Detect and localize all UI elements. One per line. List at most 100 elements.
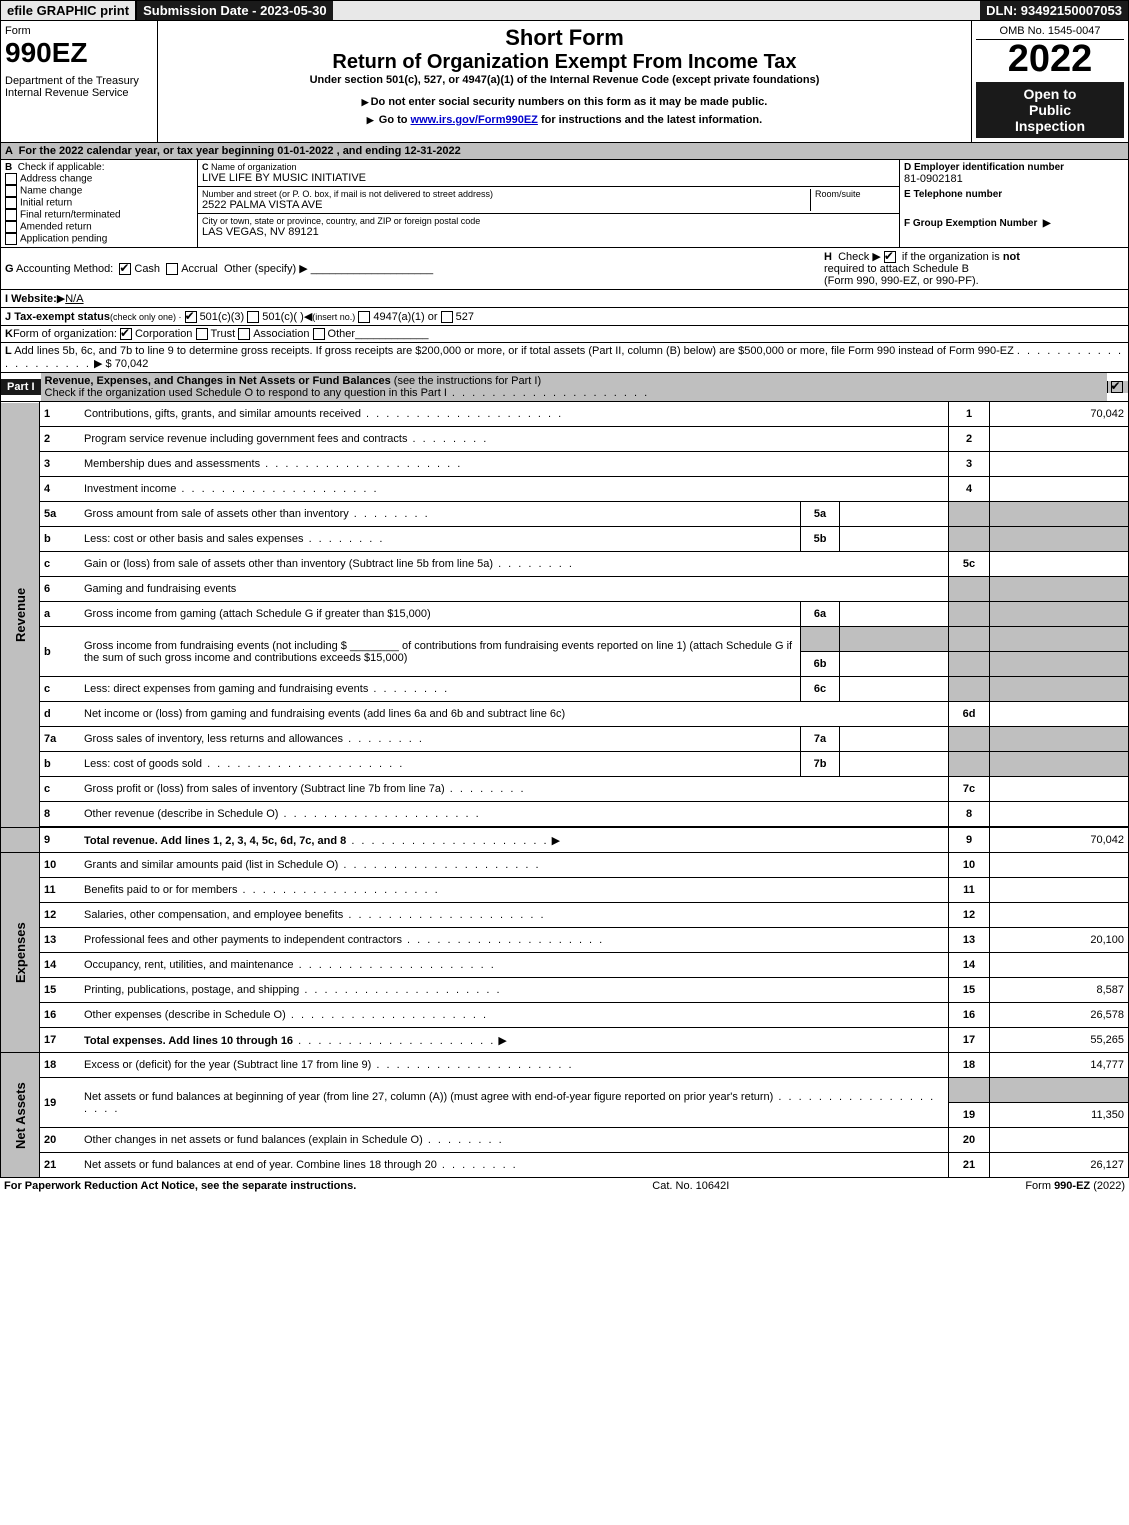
B-label: Check if applicable: [18, 162, 105, 173]
c-addr-label: Number and street (or P. O. box, if mail… [202, 189, 806, 199]
part-I-header: Part I Revenue, Expenses, and Changes in… [0, 373, 1129, 402]
line-15-amount: 8,587 [990, 978, 1129, 1003]
checkbox-initial-return[interactable] [5, 197, 17, 209]
opt-amended-return: Amended return [20, 222, 92, 233]
line-4-amount [990, 477, 1129, 502]
line-20-amount [990, 1128, 1129, 1153]
line-6d: dNet income or (loss) from gaming and fu… [1, 702, 1129, 727]
form-code: 990EZ [5, 37, 153, 69]
opt-527: 527 [456, 311, 474, 323]
c-name-label: Name of organization [211, 162, 297, 172]
return-title: Return of Organization Exempt From Incom… [166, 51, 963, 74]
checkbox-corporation[interactable] [120, 328, 132, 340]
short-form-title: Short Form [166, 25, 963, 51]
line-13-amount: 20,100 [990, 928, 1129, 953]
line-21-amount: 26,127 [990, 1153, 1129, 1178]
section-A-text: For the 2022 calendar year, or tax year … [19, 145, 461, 157]
part-I-title: Revenue, Expenses, and Changes in Net As… [45, 375, 391, 387]
line-17: 17Total expenses. Add lines 10 through 1… [1, 1028, 1129, 1053]
checkbox-501c[interactable] [247, 311, 259, 323]
checkbox-final-return[interactable] [5, 209, 17, 221]
checkbox-schedule-o[interactable] [1111, 381, 1123, 393]
checkbox-cash[interactable] [119, 263, 131, 275]
row-K: K Form of organization: Corporation Trus… [0, 326, 1129, 343]
opt-cash: Cash [134, 263, 160, 275]
opt-final-return: Final return/terminated [20, 210, 121, 221]
opt-other-org: Other [328, 328, 356, 340]
irs-link[interactable]: www.irs.gov/Form990EZ [411, 114, 538, 126]
row-L: L Add lines 5b, 6c, and 7b to line 9 to … [0, 343, 1129, 373]
part-I-note: (see the instructions for Part I) [394, 375, 541, 387]
checkbox-4947[interactable] [358, 311, 370, 323]
c-city-row: City or town, state or province, country… [198, 214, 899, 240]
line-2-amount [990, 427, 1129, 452]
efile-label: efile GRAPHIC print [1, 1, 135, 20]
line-12: 12Salaries, other compensation, and empl… [1, 903, 1129, 928]
line-3: 3Membership dues and assessments 3 [1, 452, 1129, 477]
opt-trust: Trust [211, 328, 236, 340]
opt-501c3: 501(c)(3) [200, 311, 245, 323]
line-3-amount [990, 452, 1129, 477]
line-3-desc: Membership dues and assessments [84, 458, 260, 470]
line-4-desc: Investment income [84, 483, 176, 495]
H-text4: required to attach Schedule B [824, 263, 969, 275]
line-17-desc: Total expenses. Add lines 10 through 16 [84, 1035, 293, 1047]
opt-other-specify: Other (specify) [224, 263, 296, 275]
line-7a: 7aGross sales of inventory, less returns… [1, 727, 1129, 752]
line-8: 8Other revenue (describe in Schedule O) … [1, 802, 1129, 828]
line-6-desc: Gaming and fundraising events [84, 583, 236, 595]
top-bar: efile GRAPHIC print Submission Date - 20… [0, 0, 1129, 21]
c-city-label: City or town, state or province, country… [202, 216, 480, 226]
line-20: 20Other changes in net assets or fund ba… [1, 1128, 1129, 1153]
checkbox-name-change[interactable] [5, 185, 17, 197]
line-16: 16Other expenses (describe in Schedule O… [1, 1003, 1129, 1028]
top-spacer [333, 1, 981, 20]
insert-no: (insert no.) [312, 312, 355, 322]
checkbox-application-pending[interactable] [5, 233, 17, 245]
line-17-amount: 55,265 [990, 1028, 1129, 1053]
checkbox-527[interactable] [441, 311, 453, 323]
line-6d-amount [990, 702, 1129, 727]
checkbox-schedule-b[interactable] [884, 251, 896, 263]
org-info-row: B Check if applicable: Address change Na… [0, 160, 1129, 248]
line-1-desc: Contributions, gifts, grants, and simila… [84, 408, 361, 420]
line-15: 15Printing, publications, postage, and s… [1, 978, 1129, 1003]
line-10-amount [990, 853, 1129, 878]
section-A: A For the 2022 calendar year, or tax yea… [0, 143, 1129, 160]
part-I-checkbox-cell [1107, 381, 1128, 393]
opt-association: Association [253, 328, 309, 340]
open-line1: Open to [980, 86, 1120, 102]
line-9-desc: Total revenue. Add lines 1, 2, 3, 4, 5c,… [84, 835, 346, 847]
tel-label: Telephone number [913, 189, 1002, 200]
footer-left: For Paperwork Reduction Act Notice, see … [4, 1180, 356, 1192]
checkbox-501c3[interactable] [185, 311, 197, 323]
side-netassets: Net Assets [1, 1053, 40, 1178]
opt-corporation: Corporation [135, 328, 192, 340]
ssn-warning: Do not enter social security numbers on … [166, 96, 963, 108]
H-not: not [1003, 251, 1020, 263]
checkbox-amended-return[interactable] [5, 221, 17, 233]
ein-value: 81-0902181 [904, 173, 1124, 185]
header-right: OMB No. 1545-0047 2022 Open to Public In… [972, 21, 1128, 142]
line-1-amount: 70,042 [990, 402, 1129, 427]
L-value: $ 70,042 [106, 358, 149, 370]
line-11: 11Benefits paid to or for members 11 [1, 878, 1129, 903]
dln: DLN: 93492150007053 [980, 1, 1128, 20]
line-4: 4Investment income 4 [1, 477, 1129, 502]
opt-4947: 4947(a)(1) or [373, 311, 437, 323]
checkbox-trust[interactable] [196, 328, 208, 340]
line-7b: bLess: cost of goods sold 7b [1, 752, 1129, 777]
part-I-sub: Check if the organization used Schedule … [45, 387, 447, 399]
checkbox-address-change[interactable] [5, 173, 17, 185]
checkbox-association[interactable] [238, 328, 250, 340]
c-addr-row: Number and street (or P. O. box, if mail… [198, 187, 899, 214]
line-2-desc: Program service revenue including govern… [84, 433, 407, 445]
header-left: Form 990EZ Department of the Treasury In… [1, 21, 158, 142]
opt-501c: 501(c)( ) [262, 311, 304, 323]
line-18-amount: 14,777 [990, 1053, 1129, 1078]
checkbox-accrual[interactable] [166, 263, 178, 275]
dept-irs: Internal Revenue Service [5, 87, 153, 99]
checkbox-other-org[interactable] [313, 328, 325, 340]
org-address: 2522 PALMA VISTA AVE [202, 199, 806, 211]
line-12-amount [990, 903, 1129, 928]
